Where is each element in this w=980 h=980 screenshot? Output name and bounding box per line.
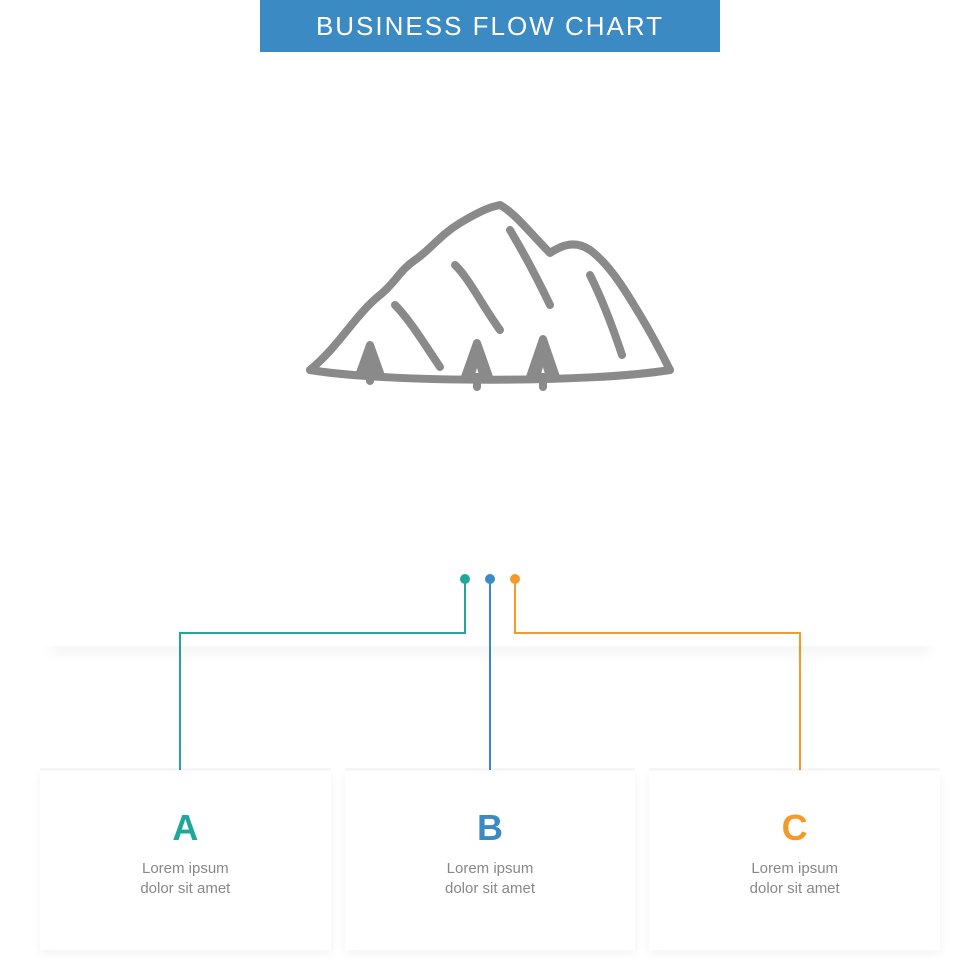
- card-a: A Lorem ipsum dolor sit amet: [40, 770, 331, 950]
- card-letter-b: B: [477, 807, 503, 849]
- card-row: A Lorem ipsum dolor sit amet B Lorem ips…: [40, 770, 940, 950]
- connector-dot: [510, 574, 520, 584]
- card-c: C Lorem ipsum dolor sit amet: [649, 770, 940, 950]
- card-text-a: Lorem ipsum dolor sit amet: [140, 859, 230, 900]
- connector-dot: [460, 574, 470, 584]
- title-bar: BUSINESS FLOW CHART: [260, 0, 720, 52]
- card-letter-c: C: [782, 807, 808, 849]
- card-letter-a: A: [172, 807, 198, 849]
- card-text-b: Lorem ipsum dolor sit amet: [445, 859, 535, 900]
- card-text-c: Lorem ipsum dolor sit amet: [750, 859, 840, 900]
- mountain-trees-icon: [300, 195, 680, 395]
- card-b: B Lorem ipsum dolor sit amet: [345, 770, 636, 950]
- flow-shadow: [40, 620, 940, 646]
- connector-dot: [485, 574, 495, 584]
- title-text: BUSINESS FLOW CHART: [316, 11, 664, 42]
